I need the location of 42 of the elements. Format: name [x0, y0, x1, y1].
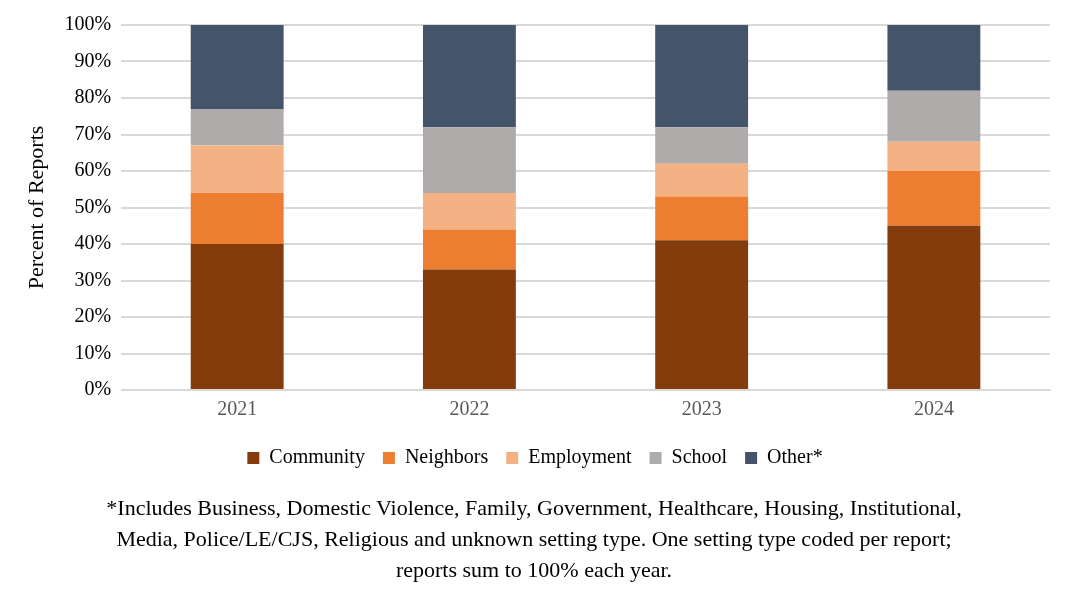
- y-tick-label: 90%: [74, 48, 112, 71]
- bar: [190, 192, 284, 244]
- bar: [422, 192, 516, 230]
- y-tick-label: 30%: [74, 267, 112, 290]
- bar: [655, 163, 749, 197]
- y-tick-label: 0%: [84, 377, 112, 400]
- bar: [887, 225, 981, 389]
- bar: [422, 25, 516, 128]
- text: *Includes Business, Domestic Violence, Family, Government, Healthcare, Housing, Institutional, Media, Police/LE/CJS, Religious and unknown setting type. One setting type coded per report; reports sum to 100% each year.: [105, 494, 963, 584]
- bar: [190, 25, 284, 109]
- y-tick-label: 40%: [74, 231, 112, 254]
- bar: [655, 240, 749, 389]
- legend-label: Other*: [767, 445, 823, 468]
- bar: [190, 244, 284, 389]
- bar: [887, 171, 981, 226]
- y-tick-label: 10%: [74, 340, 112, 363]
- bar: [422, 229, 516, 270]
- bar: [190, 145, 284, 193]
- bar: [190, 108, 284, 146]
- bar: [887, 141, 981, 171]
- x-tick-label: 2024: [913, 397, 954, 420]
- legend-label: Employment: [528, 445, 632, 469]
- x-tick-label: 2022: [449, 397, 490, 420]
- bar: [655, 196, 749, 241]
- y-axis-title: Percent of Reports: [22, 125, 48, 290]
- x-tick-label: 2021: [217, 397, 258, 420]
- bar: [655, 25, 749, 128]
- y-tick-label: 20%: [74, 304, 112, 327]
- y-tick-label: 80%: [74, 85, 112, 108]
- legend-label: School: [671, 445, 728, 468]
- bar: [422, 127, 516, 193]
- bar: [887, 25, 981, 91]
- y-tick-label: 60%: [74, 158, 112, 181]
- y-tick-label: 50%: [74, 194, 112, 217]
- bar: [422, 269, 516, 389]
- x-tick-label: 2023: [681, 397, 722, 420]
- legend-label: Neighbors: [404, 445, 489, 469]
- bar: [655, 127, 749, 164]
- bar: [887, 90, 981, 142]
- y-tick-label: 70%: [74, 121, 112, 144]
- y-tick-label: 100%: [64, 12, 112, 35]
- legend-label: Community: [269, 445, 365, 469]
